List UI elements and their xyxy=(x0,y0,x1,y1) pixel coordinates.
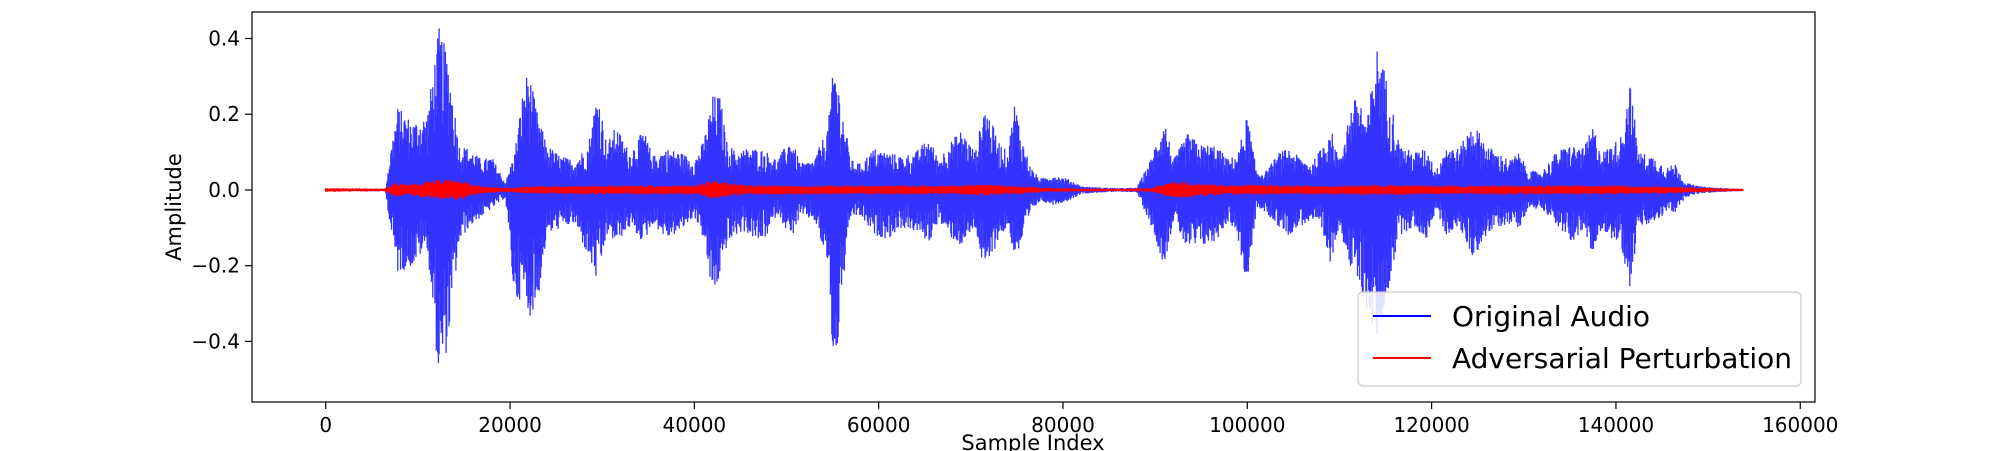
y-tick-label: 0.4 xyxy=(208,27,240,51)
x-tick-label: 100000 xyxy=(1209,413,1285,437)
legend-label-adversarial-perturbation: Adversarial Perturbation xyxy=(1452,342,1792,375)
y-tick-label: 0.0 xyxy=(208,178,240,202)
y-tick-label: 0.2 xyxy=(208,102,240,126)
series-layer xyxy=(324,28,1744,364)
x-tick-label: 20000 xyxy=(478,413,542,437)
y-tick-label: −0.4 xyxy=(191,329,240,353)
x-tick-label: 60000 xyxy=(847,413,911,437)
x-tick-label: 80000 xyxy=(1031,413,1095,437)
legend-box xyxy=(1357,291,1802,387)
x-tick-label: 140000 xyxy=(1578,413,1654,437)
y-axis-label: Amplitude xyxy=(162,153,186,261)
legend: Original Audio Adversarial Perturbation xyxy=(1357,291,1802,387)
y-tick-label: −0.2 xyxy=(191,254,240,278)
x-axis-ticks: 0 20000 40000 60000 80000 100000 120000 140000 1… xyxy=(319,402,1838,437)
x-axis-label: Sample Index xyxy=(961,431,1104,451)
y-axis-ticks: −0.4 −0.2 0.0 0.2 0.4 xyxy=(191,27,252,353)
x-tick-label: 0 xyxy=(319,413,332,437)
x-tick-label: 160000 xyxy=(1762,413,1838,437)
legend-label-original-audio: Original Audio xyxy=(1452,300,1650,333)
x-tick-label: 120000 xyxy=(1393,413,1469,437)
plot-frame xyxy=(251,11,1816,403)
x-tick-label: 40000 xyxy=(663,413,727,437)
